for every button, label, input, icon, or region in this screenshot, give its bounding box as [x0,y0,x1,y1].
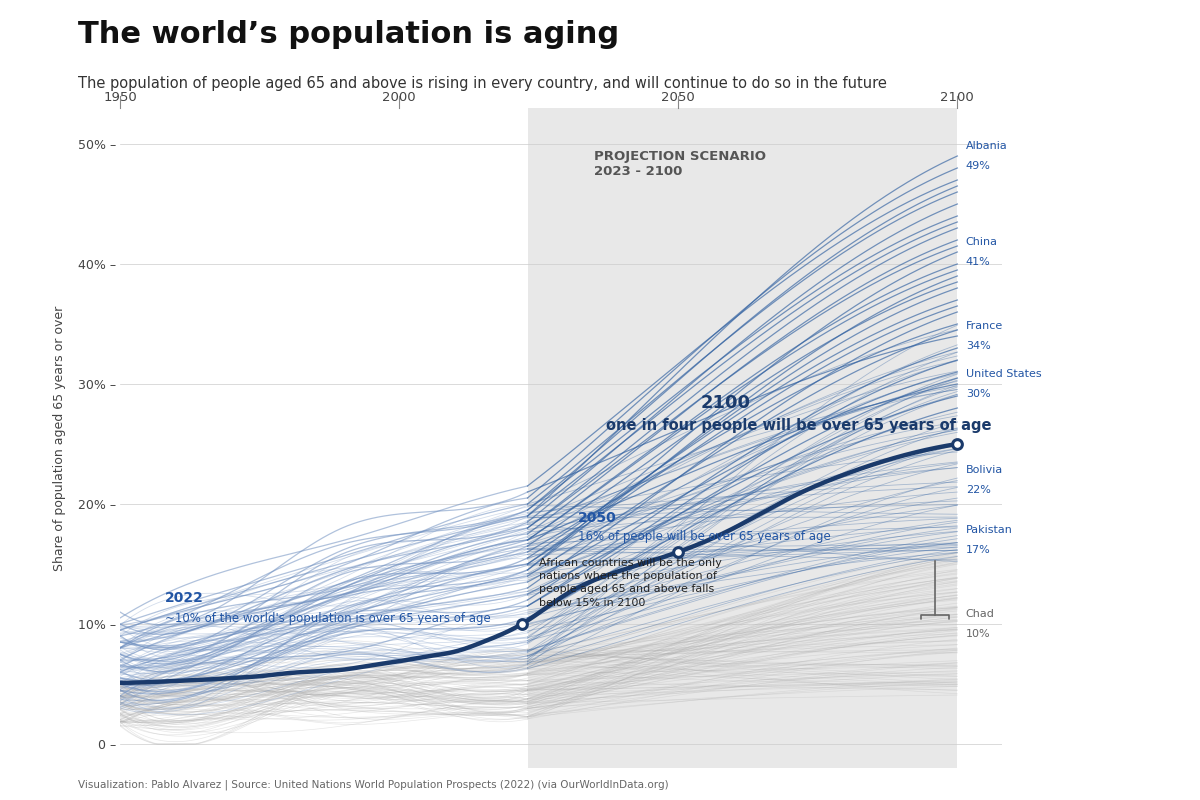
Text: ~10% of the world's population is over 65 years of age: ~10% of the world's population is over 6… [164,611,491,625]
Text: Albania: Albania [966,141,1008,151]
Text: Visualization: Pablo Alvarez | Source: United Nations World Population Prospects: Visualization: Pablo Alvarez | Source: U… [78,780,668,790]
Text: 34%: 34% [966,341,990,350]
Text: The world’s population is aging: The world’s population is aging [78,20,619,49]
Text: 30%: 30% [966,389,990,398]
Text: 2100: 2100 [701,394,750,412]
Text: Chad: Chad [966,610,995,619]
Text: PROJECTION SCENARIO
2023 - 2100: PROJECTION SCENARIO 2023 - 2100 [594,150,767,178]
Text: 22%: 22% [966,485,990,494]
Text: Pakistan: Pakistan [966,525,1013,535]
Text: Bolivia: Bolivia [966,466,1003,475]
Y-axis label: Share of population aged 65 years or over: Share of population aged 65 years or ove… [54,306,66,570]
Text: China: China [966,238,997,247]
Text: 10%: 10% [966,629,990,638]
Text: United States: United States [966,370,1042,379]
Text: 41%: 41% [966,257,990,266]
Text: 16% of people will be over 65 years of age: 16% of people will be over 65 years of a… [577,530,830,543]
Text: 2050: 2050 [577,511,617,525]
Text: 17%: 17% [966,545,990,555]
Text: 2022: 2022 [164,591,204,606]
Text: The population of people aged 65 and above is rising in every country, and will : The population of people aged 65 and abo… [78,76,887,91]
Text: African countries will be the only
nations where the population of
people aged 6: African countries will be the only natio… [539,558,721,608]
Text: France: France [966,322,1003,331]
Bar [528,108,958,768]
Text: one in four people will be over 65 years of age: one in four people will be over 65 years… [606,418,991,433]
Text: 49%: 49% [966,161,990,170]
